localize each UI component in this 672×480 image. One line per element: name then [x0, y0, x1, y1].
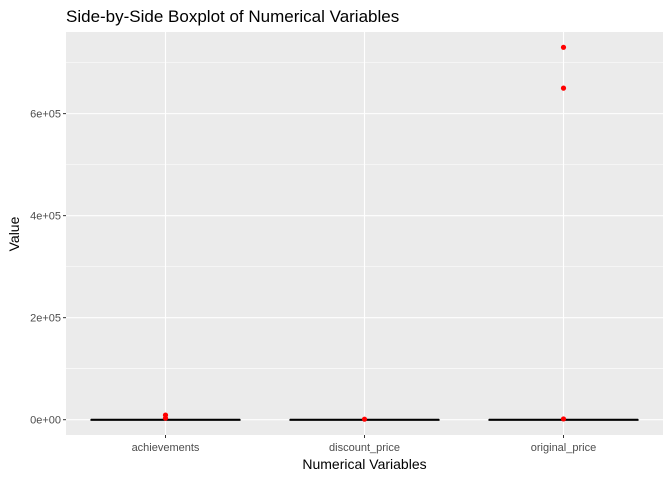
y-tick-label: 2e+05	[30, 313, 61, 325]
x-tick-label: original_price	[531, 442, 596, 454]
y-axis: 0e+00 2e+05 4e+05 6e+05	[30, 109, 66, 427]
y-tick-label: 4e+05	[30, 211, 61, 223]
outlier-point	[560, 416, 567, 422]
outliers	[162, 44, 567, 422]
outlier-point	[361, 416, 368, 422]
y-tick-label: 6e+05	[30, 109, 61, 121]
x-tick-label: discount_price	[329, 442, 400, 454]
x-tick-label: achievements	[132, 442, 200, 454]
y-axis-title: Value	[6, 216, 22, 251]
outlier-point	[162, 415, 169, 421]
grid-major	[66, 32, 663, 435]
x-axis-title: Numerical Variables	[302, 456, 426, 472]
chart-title: Side-by-Side Boxplot of Numerical Variab…	[66, 7, 399, 26]
x-axis: achievements discount_price original_price	[132, 435, 596, 454]
outlier-point	[560, 44, 567, 50]
y-tick-label: 0e+00	[30, 415, 61, 427]
outlier-point	[560, 85, 567, 91]
